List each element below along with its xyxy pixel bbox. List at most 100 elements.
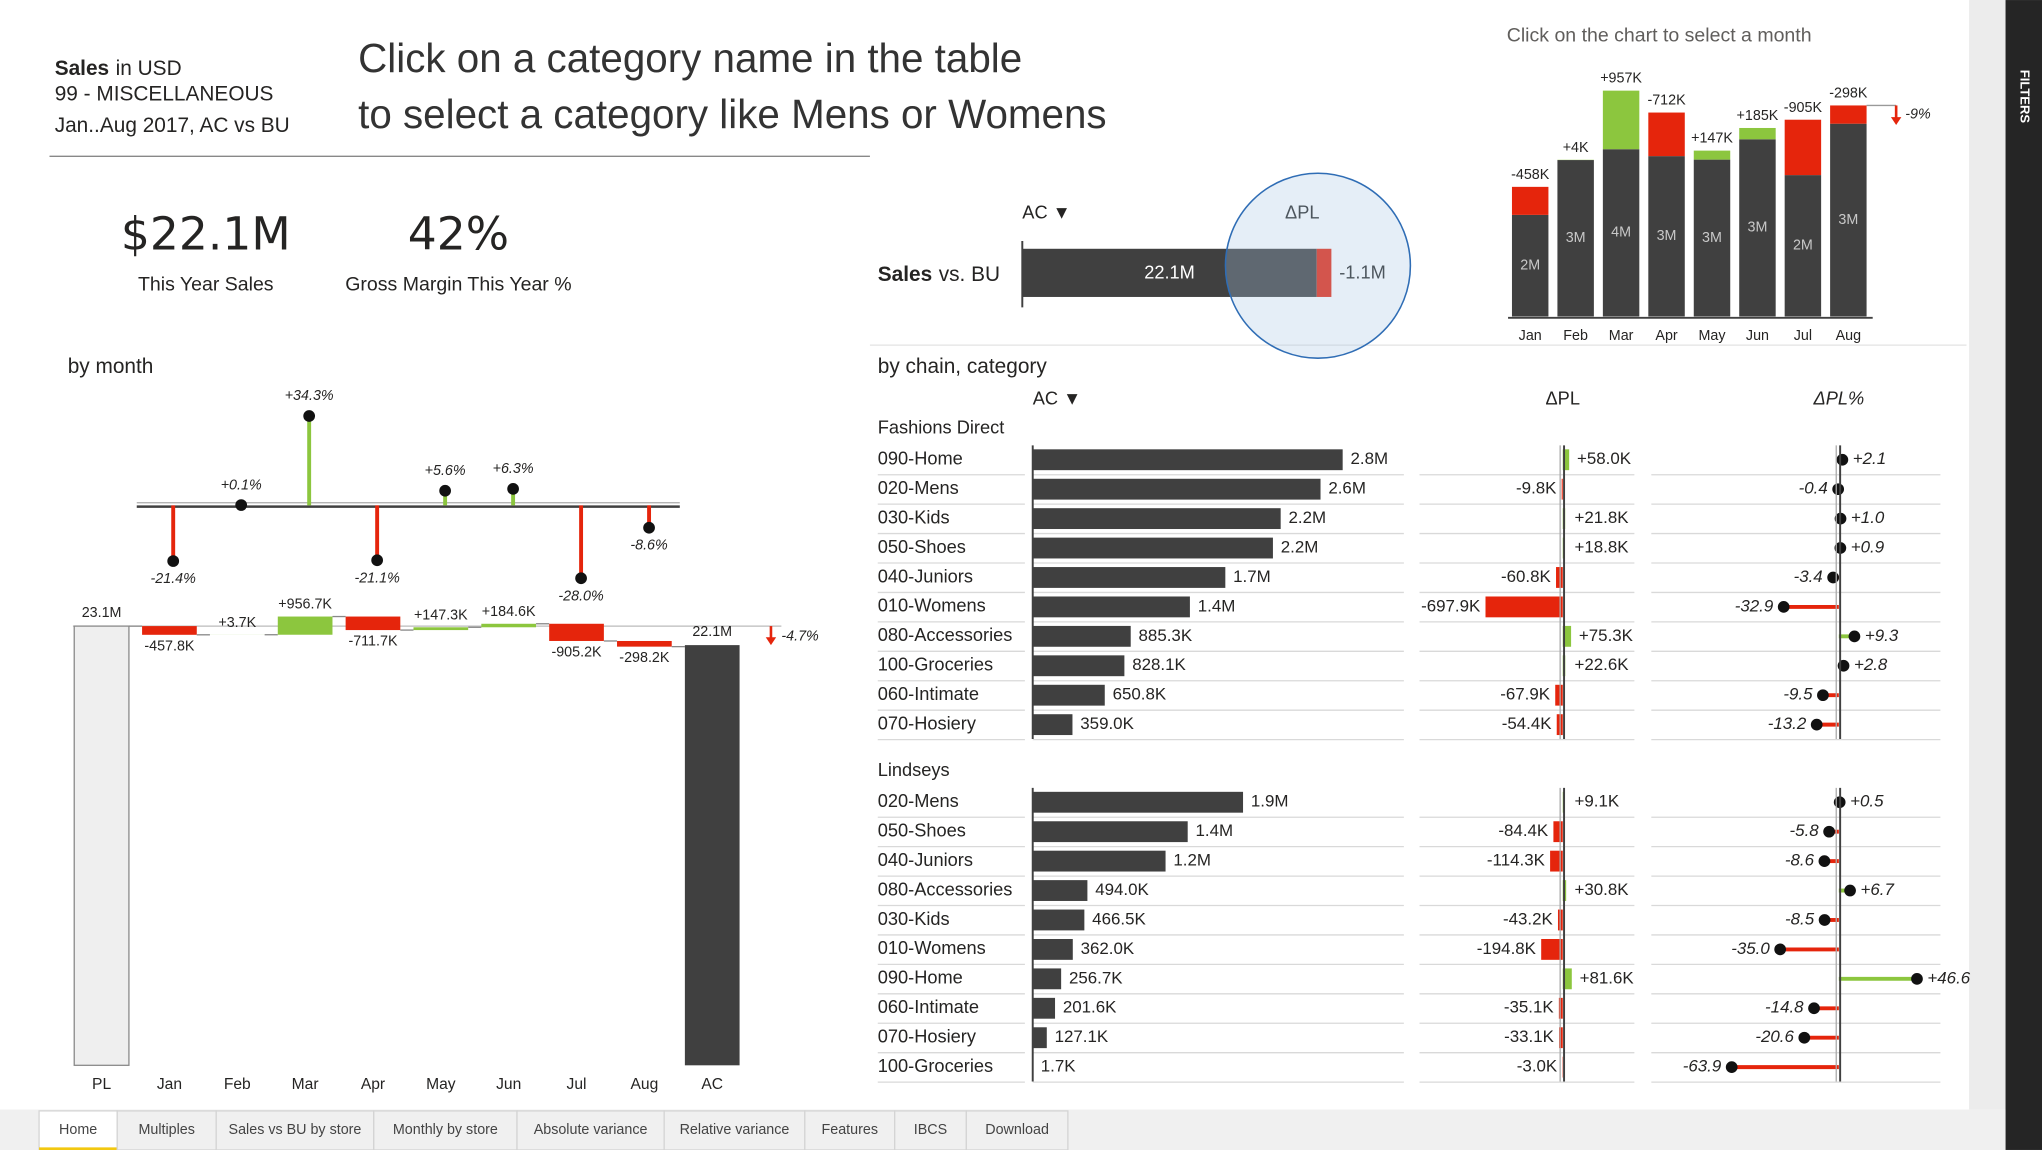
kpi-value: 42% — [408, 208, 509, 261]
tab-label[interactable]: Multiples — [138, 1122, 194, 1138]
month-bar[interactable] — [1693, 159, 1731, 317]
month-label[interactable]: Mar — [1609, 328, 1634, 344]
category-name[interactable]: 060-Intimate — [878, 996, 979, 1017]
instruction: Click on a category name in the table — [358, 35, 1022, 81]
tab-label[interactable]: IBCS — [914, 1122, 947, 1138]
percent-label: +2.8 — [1854, 655, 1888, 674]
lollipop-dot — [575, 572, 587, 585]
category-name[interactable]: 020-Mens — [878, 790, 959, 811]
group-label: Lindseys — [878, 759, 950, 780]
month-label[interactable]: Jun — [1746, 328, 1769, 344]
month-bar[interactable] — [1511, 214, 1549, 317]
month-variance[interactable] — [1739, 127, 1776, 140]
lollipop-dot — [235, 499, 248, 511]
pin-dot — [1836, 453, 1849, 466]
month-label[interactable]: Jan — [1519, 328, 1542, 344]
month-variance-label: -298K — [1829, 86, 1868, 102]
month-bar[interactable] — [1648, 156, 1685, 317]
total-bar — [684, 645, 740, 1066]
variance-bar — [617, 640, 672, 647]
variance-label: +75.3K — [1579, 626, 1634, 645]
category-name[interactable]: 070-Hosiery — [878, 1026, 977, 1047]
variance-label: +9.1K — [1574, 792, 1619, 811]
tab[interactable] — [965, 1110, 1069, 1150]
category-name[interactable]: 080-Accessories — [878, 624, 1013, 645]
month-label[interactable]: May — [1698, 328, 1726, 344]
variance-label: -697.9K — [1421, 596, 1481, 615]
column-header: ΔPL% — [1812, 388, 1864, 409]
ac-bar — [1032, 478, 1321, 500]
tab-label[interactable]: Monthly by store — [393, 1122, 498, 1138]
variance-bar — [1555, 684, 1563, 706]
month-bar[interactable] — [1739, 139, 1776, 317]
percent-label: -14.8 — [1765, 998, 1804, 1017]
month-variance[interactable] — [1648, 112, 1685, 157]
tab-label[interactable]: Sales vs BU by store — [229, 1122, 362, 1138]
tab-label[interactable]: Relative variance — [680, 1122, 790, 1138]
ac-bar — [1032, 714, 1073, 736]
lollipop-label: -28.0% — [558, 588, 604, 604]
category-name[interactable]: 010-Womens — [878, 937, 986, 958]
variance-label: -54.4K — [1502, 714, 1553, 733]
category-name[interactable]: 070-Hosiery — [878, 712, 977, 733]
month-variance[interactable] — [1784, 119, 1822, 176]
tab-label[interactable]: Absolute variance — [534, 1122, 648, 1138]
category-name[interactable]: 090-Home — [878, 448, 963, 469]
month-variance-label: -712K — [1647, 93, 1686, 109]
month-variance[interactable] — [1511, 186, 1549, 215]
filters-label[interactable]: FILTERS — [2017, 70, 2032, 124]
variance-label: -33.1K — [1504, 1027, 1555, 1046]
ac-bar — [1032, 850, 1166, 872]
month-bar[interactable] — [1602, 149, 1640, 317]
category-name[interactable]: 080-Accessories — [878, 878, 1013, 899]
ac-bar — [1032, 909, 1085, 931]
tab[interactable] — [516, 1110, 665, 1150]
month-label[interactable]: Jul — [1794, 328, 1812, 344]
month-variance[interactable] — [1602, 90, 1640, 150]
variance-label: -711.7K — [348, 634, 398, 650]
month-bar-label: 2M — [1520, 257, 1540, 273]
ac-label: 2.6M — [1328, 479, 1366, 498]
month-variance[interactable] — [1693, 150, 1731, 160]
category-name[interactable]: 030-Kids — [878, 908, 950, 929]
category-name[interactable]: 090-Home — [878, 967, 963, 988]
category-name[interactable]: 020-Mens — [878, 477, 959, 498]
month-label[interactable]: Aug — [1836, 328, 1862, 344]
pin-dot — [1911, 972, 1923, 985]
pin-dot — [1808, 1002, 1820, 1015]
category-name[interactable]: 060-Intimate — [878, 683, 979, 704]
month-bar[interactable] — [1557, 160, 1594, 317]
variance-label: +184.6K — [482, 604, 536, 620]
tab[interactable] — [894, 1110, 967, 1150]
variance-bar — [1558, 997, 1563, 1019]
tab-label[interactable]: Home — [59, 1122, 97, 1138]
category-label: Jun — [496, 1076, 521, 1093]
month-label[interactable]: Feb — [1563, 328, 1588, 344]
tab-label[interactable]: Features — [822, 1122, 878, 1138]
category-name[interactable]: 040-Juniors — [878, 849, 973, 870]
category-name[interactable]: 100-Groceries — [878, 1055, 993, 1076]
category-name[interactable]: 050-Shoes — [878, 819, 966, 840]
month-variance[interactable] — [1830, 105, 1867, 124]
pin-dot — [1844, 884, 1856, 897]
kpi-value: $22.1M — [121, 208, 291, 261]
category-name[interactable]: 030-Kids — [878, 506, 950, 527]
category-name[interactable]: 100-Groceries — [878, 654, 993, 675]
row-label: Sales vs. BU — [878, 262, 1000, 285]
month-bar[interactable] — [1830, 123, 1867, 317]
category-name[interactable]: 040-Juniors — [878, 565, 973, 586]
category-name[interactable]: 050-Shoes — [878, 536, 966, 557]
ac-bar — [1032, 968, 1062, 990]
bar-label: 23.1M — [82, 605, 122, 621]
chart-title: by month — [68, 355, 154, 378]
month-bar-label: 3M — [1657, 228, 1677, 244]
lollipop-label: -21.4% — [151, 571, 197, 587]
tab-label[interactable]: Download — [985, 1122, 1049, 1138]
row-label-measure: Sales — [878, 262, 932, 285]
month-bar[interactable] — [1784, 175, 1822, 317]
month-variance-label: -458K — [1511, 167, 1550, 183]
filters-pane[interactable] — [2005, 0, 2042, 1150]
month-label[interactable]: Apr — [1655, 328, 1678, 344]
category-name[interactable]: 010-Womens — [878, 595, 986, 616]
lollipop-dot — [167, 555, 180, 567]
